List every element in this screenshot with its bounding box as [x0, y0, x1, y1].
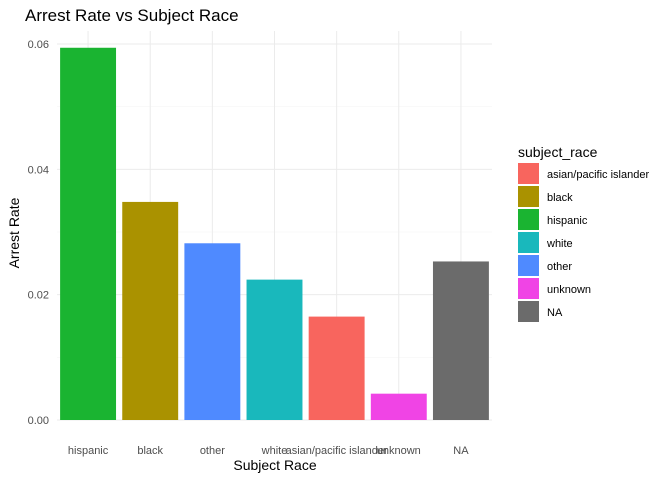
- x-tick-label: black: [137, 445, 163, 457]
- bar-asian-pacific-islander: [308, 316, 365, 420]
- legend-label: asian/pacific islander: [547, 169, 649, 181]
- legend-label: other: [547, 261, 572, 273]
- legend-swatch: [518, 255, 539, 276]
- x-tick-label: other: [200, 445, 225, 457]
- y-tick-label: 0.02: [28, 290, 49, 302]
- legend-label: white: [546, 238, 573, 250]
- x-tick-label: hispanic: [68, 445, 109, 457]
- y-tick-label: 0.00: [28, 415, 49, 427]
- bar-other: [184, 243, 241, 420]
- legend-swatch: [518, 186, 539, 207]
- y-tick-label: 0.06: [28, 39, 49, 51]
- legend-swatch: [518, 278, 539, 299]
- x-tick-label: NA: [453, 445, 469, 457]
- x-axis-title: Subject Race: [233, 457, 316, 473]
- chart-title: Arrest Rate vs Subject Race: [25, 6, 239, 25]
- y-axis: 0.00 0.02 0.04 0.06: [28, 39, 49, 427]
- x-tick-label: white: [261, 445, 288, 457]
- y-axis-title: Arrest Rate: [6, 197, 22, 268]
- legend: subject_race asian/pacific islander black…: [518, 144, 649, 322]
- bars: [60, 47, 489, 420]
- legend-swatch: [518, 209, 539, 230]
- legend-label: hispanic: [547, 215, 588, 227]
- legend-label: black: [547, 192, 573, 204]
- y-tick-label: 0.04: [28, 164, 49, 176]
- legend-swatch: [518, 232, 539, 253]
- bar-unknown: [370, 393, 427, 420]
- x-tick-label: unknown: [377, 445, 421, 457]
- legend-title: subject_race: [518, 144, 598, 160]
- legend-swatch: [518, 301, 539, 322]
- legend-swatch: [518, 163, 539, 184]
- legend-label: unknown: [547, 284, 591, 296]
- legend-label: NA: [547, 307, 563, 319]
- bar-black: [122, 201, 179, 420]
- bar-na: [432, 261, 489, 420]
- x-tick-label: asian/pacific islander: [286, 445, 388, 457]
- bar-hispanic: [60, 47, 117, 420]
- bar-white: [246, 279, 303, 420]
